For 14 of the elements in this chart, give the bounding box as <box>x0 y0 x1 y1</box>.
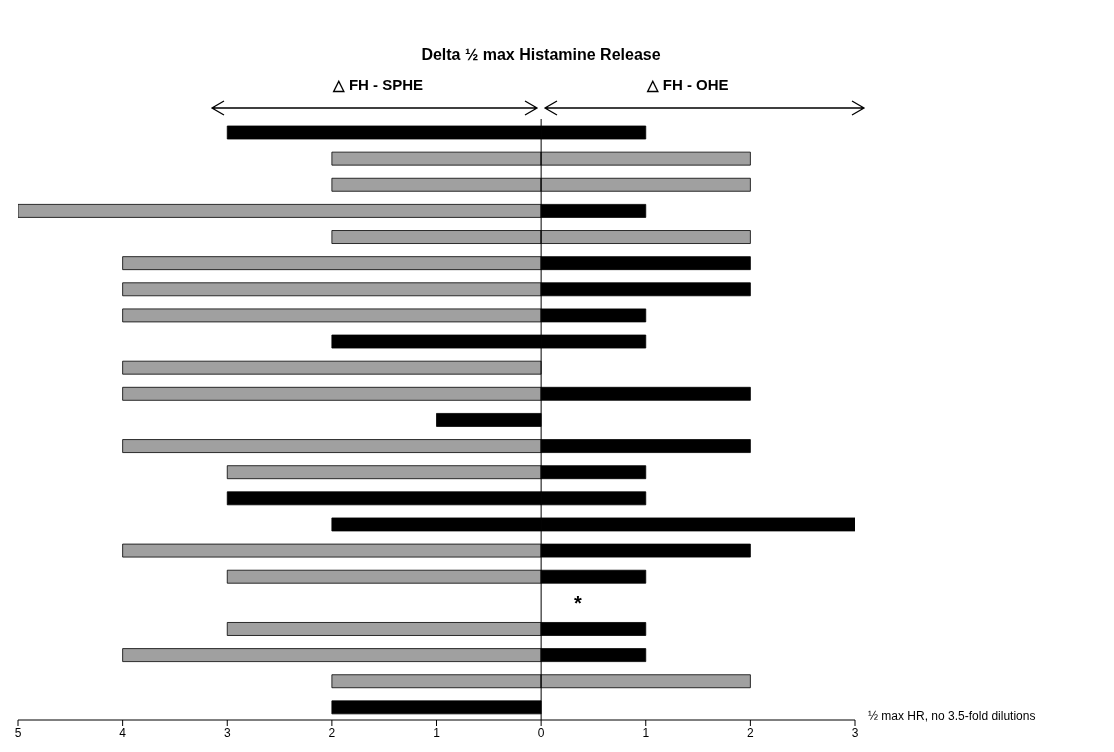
x-tick-label: 2 <box>328 725 336 740</box>
x-tick-label: 1 <box>642 725 650 740</box>
x-tick-label: 0 <box>537 725 545 740</box>
x-tick-label: 3 <box>223 725 231 740</box>
annotation: * <box>574 592 582 616</box>
text: △ FH - OHE <box>645 76 730 94</box>
x-tick-label: 4 <box>119 725 127 740</box>
x-tick-label: 5 <box>14 725 22 740</box>
chart-title: Delta ½ max Histamine Release <box>420 46 662 64</box>
x-axis-title: ½ max HR, no 3.5-fold dilutions <box>868 709 1036 723</box>
x-tick-label: 3 <box>851 725 859 740</box>
x-tick-label: 1 <box>433 725 441 740</box>
x-tick-label: 2 <box>747 725 755 740</box>
text: △ FH - SPHE <box>331 76 425 94</box>
